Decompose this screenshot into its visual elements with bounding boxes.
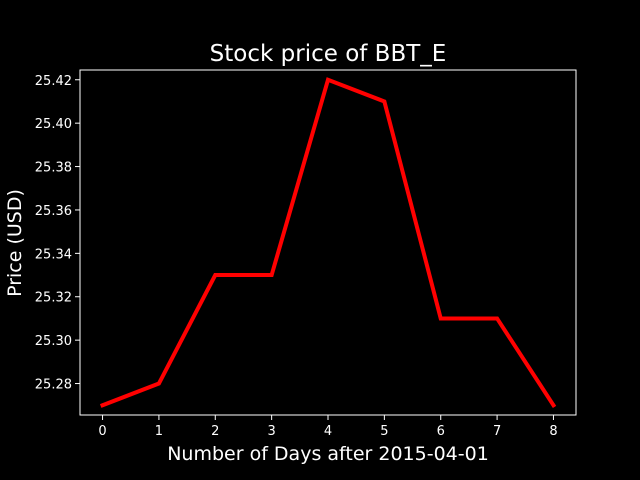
plot-area: 0 1 2 3 4 5 6 7 8 25.28 25.30 25.32 25.34 25.36 25.38… [35, 69, 577, 439]
chart-title: Stock price of BBT_E [210, 41, 447, 67]
data-point [100, 403, 105, 408]
data-point [551, 403, 556, 408]
data-point [495, 316, 499, 321]
x-tick-label: 0 [98, 424, 106, 439]
data-point [269, 273, 274, 277]
y-tick-label: 25.42 [35, 74, 72, 89]
data-point [438, 316, 443, 321]
x-tick-label: 5 [380, 424, 388, 439]
y-tick-label: 25.28 [35, 378, 72, 393]
x-axis-ticks: 0 1 2 3 4 5 6 7 8 [98, 415, 558, 439]
y-axis-title: Price (USD) [4, 189, 26, 297]
x-tick-label: 6 [437, 424, 445, 439]
y-tick-label: 25.34 [35, 247, 72, 262]
y-tick-label: 25.40 [35, 117, 72, 132]
data-point [326, 77, 330, 82]
series-layer [99, 77, 557, 409]
y-tick-label: 25.38 [35, 161, 72, 176]
data-point [213, 273, 218, 277]
y-axis-ticks: 25.28 25.30 25.32 25.34 25.36 25.38 25.40 25.42 [35, 74, 80, 393]
x-tick-label: 1 [155, 424, 163, 439]
x-tick-label: 2 [211, 424, 219, 439]
y-tick-label: 25.30 [35, 334, 72, 349]
x-tick-label: 4 [324, 424, 332, 439]
data-point [382, 99, 387, 104]
x-axis-title: Number of Days after 2015-04-01 [167, 443, 489, 465]
data-point [157, 381, 161, 386]
y-tick-label: 25.36 [35, 204, 72, 219]
x-tick-label: 8 [549, 424, 557, 439]
y-tick-label: 25.32 [35, 291, 72, 306]
x-tick-label: 3 [267, 424, 275, 439]
x-tick-label: 7 [493, 424, 501, 439]
